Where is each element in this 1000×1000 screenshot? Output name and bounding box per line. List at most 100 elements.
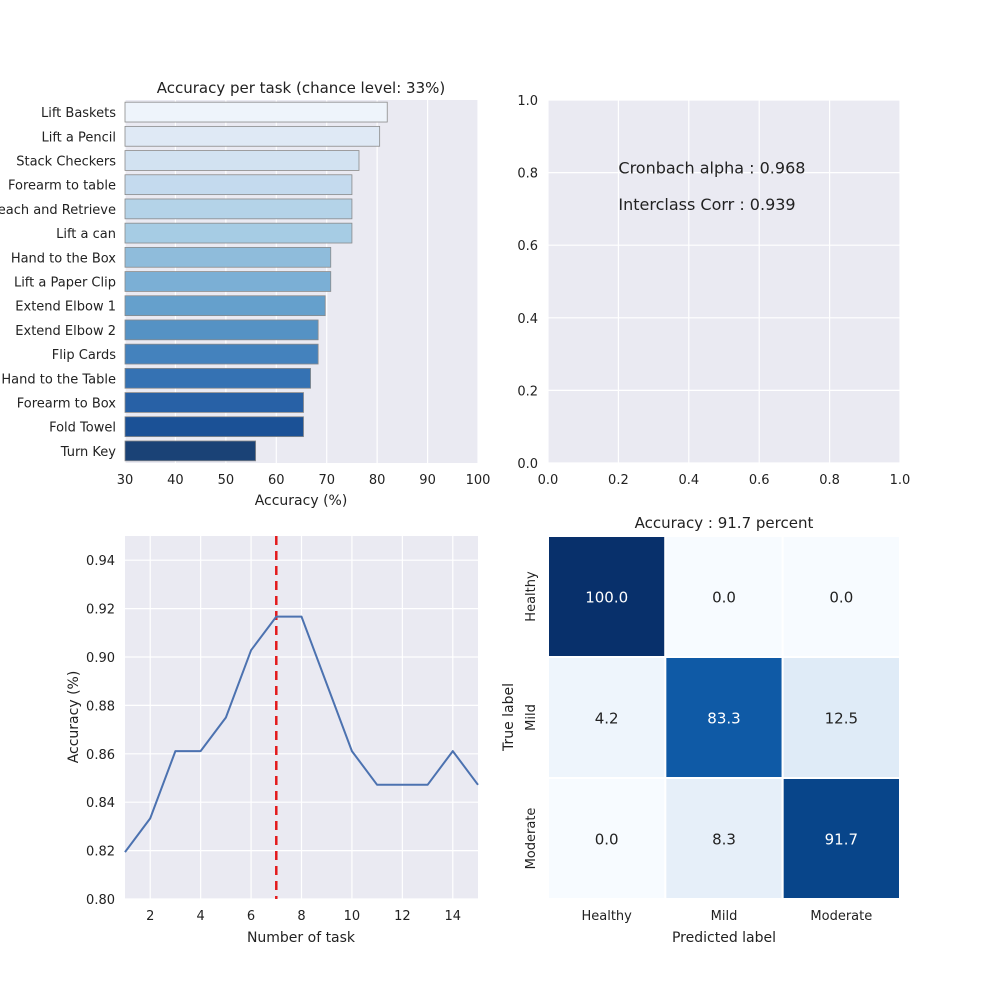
confusion-cell-value: 83.3	[707, 710, 740, 728]
reliability-y-tick-label: 0.2	[517, 384, 538, 399]
task-label: Extend Elbow 1	[15, 300, 116, 315]
confusion-cell-value: 0.0	[829, 589, 853, 607]
reliability-y-tick-label: 0.0	[517, 457, 538, 472]
reliability-x-tick-label: 0.0	[538, 473, 559, 488]
confusion-cell	[547, 535, 667, 658]
line-x-tick-label: 8	[297, 909, 305, 924]
task-bar	[124, 271, 332, 292]
bar-x-tick-label: 30	[117, 473, 134, 488]
line-x-tick-label: 2	[146, 909, 154, 924]
bar-x-tick-label: 40	[167, 473, 184, 488]
bar-x-tick-label: 80	[369, 473, 386, 488]
line-x-tick-label: 10	[344, 909, 361, 924]
confusion-matrix-panel: 100.0 0.0 0.0 4.2 83.3 12.5 0.0 8.3 91.7 Healthy…	[501, 514, 902, 946]
confusion-cell-value: 0.0	[595, 831, 619, 849]
true-class-label: Moderate	[524, 808, 539, 870]
confusion-cell-value: 91.7	[825, 831, 858, 849]
reliability-x-tick-label: 1.0	[890, 473, 911, 488]
line-y-tick-label: 0.92	[86, 603, 115, 618]
confusion-cell-value: 12.5	[825, 710, 858, 728]
task-bar	[124, 174, 353, 196]
task-label: Extend Elbow 2	[15, 324, 116, 339]
task-label: Lift a Paper Clip	[14, 276, 116, 291]
task-label: Forearm to table	[8, 179, 116, 194]
confusion-cell	[664, 535, 784, 658]
confusion-cell-value: 8.3	[712, 831, 736, 849]
task-bar	[124, 125, 381, 147]
bar-x-tick-label: 70	[318, 473, 335, 488]
line-y-tick-label: 0.90	[86, 651, 115, 666]
task-bar	[124, 295, 326, 317]
confusion-matrix-xlabel: Predicted label	[672, 930, 776, 946]
line-y-tick-label: 0.88	[86, 699, 115, 714]
reliability-y-tick-label: 0.6	[517, 239, 538, 254]
task-label: Hand to the Box	[11, 251, 116, 266]
task-bar	[124, 440, 257, 462]
task-label: Hand to the Table	[1, 372, 116, 387]
task-bar	[124, 246, 332, 268]
reliability-y-tick-label: 1.0	[517, 94, 538, 109]
confusion-cell-value: 0.0	[712, 589, 736, 607]
task-label: Turn Key	[60, 445, 117, 460]
reliability-annotation: Cronbach alpha : 0.968	[618, 159, 805, 178]
accuracy-vs-tasks-panel: 2 4 6 8 10 12 14 0.80 0.82 0.84 0.86 0.88 0.90 0.92 0.…	[66, 536, 479, 946]
reliability-y-tick-label: 0.8	[517, 167, 538, 182]
confusion-cell-value: 4.2	[595, 710, 619, 728]
predicted-class-label: Mild	[711, 909, 738, 924]
accuracy-series-line	[124, 615, 479, 853]
task-label: Reach and Retrieve	[0, 203, 116, 218]
task-bar	[124, 198, 353, 220]
reliability-x-tick-label: 0.4	[678, 473, 699, 488]
reliability-panel: 0.0 0.2 0.4 0.6 0.8 1.0 0.0 0.2 0.4 0.6 0.8 1.0 Cro…	[517, 94, 910, 488]
confusion-cell	[781, 656, 902, 779]
reliability-y-tick-label: 0.4	[517, 312, 538, 327]
predicted-class-label: Moderate	[810, 909, 872, 924]
accuracy-per-task-panel: Lift Baskets Lift a Pencil Stack Checkers F…	[0, 79, 490, 509]
line-x-tick-label: 14	[445, 909, 462, 924]
reliability-plot-area	[548, 100, 900, 463]
line-x-tick-label: 12	[394, 909, 411, 924]
confusion-cell-value: 100.0	[585, 589, 628, 607]
task-label: Stack Checkers	[16, 155, 116, 170]
task-bar	[124, 343, 319, 365]
reliability-annotation: Interclass Corr : 0.939	[618, 195, 795, 214]
reliability-x-tick-label: 0.6	[749, 473, 770, 488]
line-y-tick-label: 0.82	[86, 845, 115, 860]
reliability-x-tick-label: 0.2	[608, 473, 629, 488]
task-bar	[124, 416, 304, 438]
line-y-tick-label: 0.84	[86, 796, 115, 811]
bar-chart-xlabel: Accuracy (%)	[255, 493, 348, 509]
task-bar	[124, 150, 360, 171]
line-y-tick-label: 0.80	[86, 893, 115, 908]
bar-x-tick-label: 60	[268, 473, 285, 488]
confusion-cell	[781, 777, 902, 900]
task-label: Fold Towel	[49, 421, 116, 436]
true-class-label: Mild	[524, 704, 539, 731]
bar-x-tick-label: 100	[466, 473, 491, 488]
line-y-tick-label: 0.86	[86, 748, 115, 763]
task-label: Forearm to Box	[17, 397, 117, 412]
line-x-tick-label: 6	[247, 909, 255, 924]
line-chart-ylabel: Accuracy (%)	[66, 671, 82, 764]
task-label: Lift a Pencil	[41, 130, 116, 145]
task-bar	[124, 392, 304, 413]
task-bar	[124, 101, 388, 123]
confusion-matrix-ylabel: True label	[501, 683, 517, 752]
task-label: Lift a can	[56, 227, 116, 242]
reliability-x-tick-label: 0.8	[819, 473, 840, 488]
bar-x-tick-label: 50	[218, 473, 235, 488]
task-bar	[124, 222, 353, 244]
line-y-tick-label: 0.94	[86, 554, 115, 569]
task-label: Lift Baskets	[41, 106, 116, 121]
confusion-cell	[664, 656, 784, 779]
line-x-tick-label: 4	[197, 909, 205, 924]
task-label: Flip Cards	[52, 348, 116, 363]
confusion-matrix-title: Accuracy : 91.7 percent	[635, 514, 814, 532]
bar-chart-title: Accuracy per task (chance level: 33%)	[157, 79, 446, 97]
task-bar	[124, 319, 319, 341]
line-chart-xlabel: Number of task	[247, 930, 356, 946]
true-class-label: Healthy	[524, 571, 539, 622]
confusion-cell	[781, 535, 902, 658]
predicted-class-label: Healthy	[581, 909, 632, 924]
